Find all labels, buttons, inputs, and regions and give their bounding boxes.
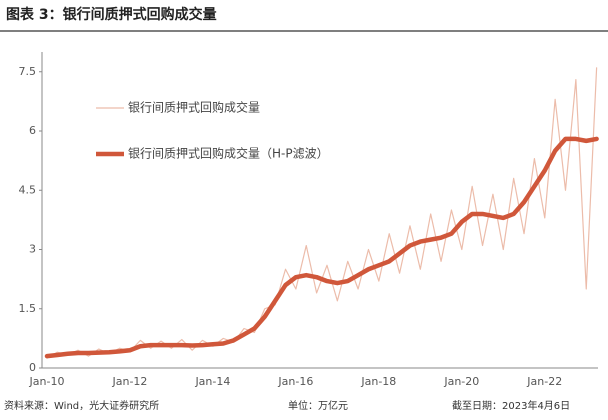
legend-label: 银行间质押式回购成交量（H-P滤波） bbox=[128, 146, 329, 161]
x-tick-label: Jan-10 bbox=[29, 375, 65, 388]
x-tick-label: Jan-16 bbox=[277, 375, 313, 388]
chart-title: 图表 3：银行间质押式回购成交量 bbox=[6, 6, 217, 23]
x-tick-label: Jan-14 bbox=[194, 375, 230, 388]
unit-note: 单位：万亿元 bbox=[288, 399, 348, 412]
y-tick-label: 3 bbox=[29, 243, 36, 256]
y-tick-label: 6 bbox=[29, 124, 36, 137]
x-tick-label: Jan-22 bbox=[526, 375, 562, 388]
y-tick-label: 4.5 bbox=[19, 183, 37, 196]
x-tick-label: Jan-18 bbox=[360, 375, 396, 388]
series-line bbox=[44, 136, 599, 359]
y-tick-label: 1.5 bbox=[19, 302, 37, 315]
y-tick-label: 7.5 bbox=[19, 65, 37, 78]
x-tick-label: Jan-12 bbox=[111, 375, 147, 388]
x-tick-label: Jan-20 bbox=[443, 375, 479, 388]
legend-label: 银行间质押式回购成交量 bbox=[128, 100, 260, 115]
y-tick-label: 0 bbox=[29, 361, 36, 374]
source-note: 资料来源：Wind，光大证券研究所 bbox=[4, 399, 159, 412]
date-note: 截至日期：2023年4月6日 bbox=[452, 399, 570, 412]
